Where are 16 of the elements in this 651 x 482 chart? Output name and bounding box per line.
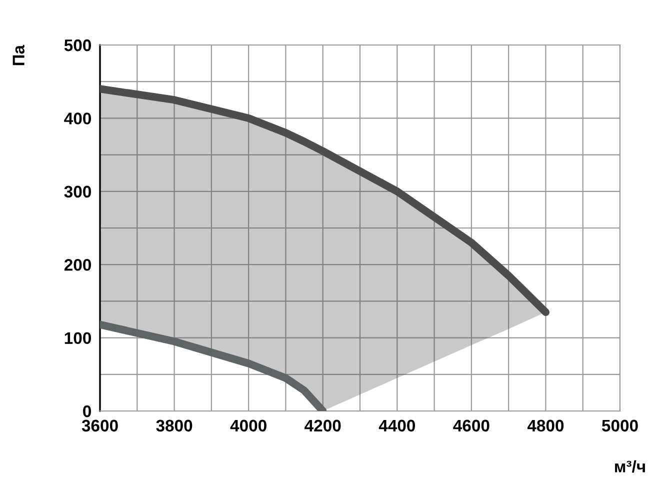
- y-axis-title: Па: [12, 44, 24, 66]
- x-tick-label: 4200: [304, 420, 341, 432]
- x-tick-label: 4800: [527, 420, 564, 432]
- y-tick-label: 100: [64, 332, 91, 344]
- y-tick-label: 500: [64, 39, 91, 52]
- x-axis-title: м³/ч: [615, 460, 645, 473]
- x-tick-label: 4000: [230, 420, 266, 432]
- y-tick-label: 300: [64, 186, 91, 198]
- x-tick-label: 3800: [156, 420, 192, 432]
- x-tick-label: 5000: [602, 420, 638, 432]
- y-tick-label: 200: [64, 259, 91, 271]
- x-tick-label: 3600: [82, 420, 118, 432]
- y-tick-label: 0: [83, 405, 91, 418]
- y-tick-label: 400: [64, 112, 91, 124]
- x-tick-label: 4400: [378, 420, 415, 432]
- x-tick-label: 4600: [453, 420, 490, 432]
